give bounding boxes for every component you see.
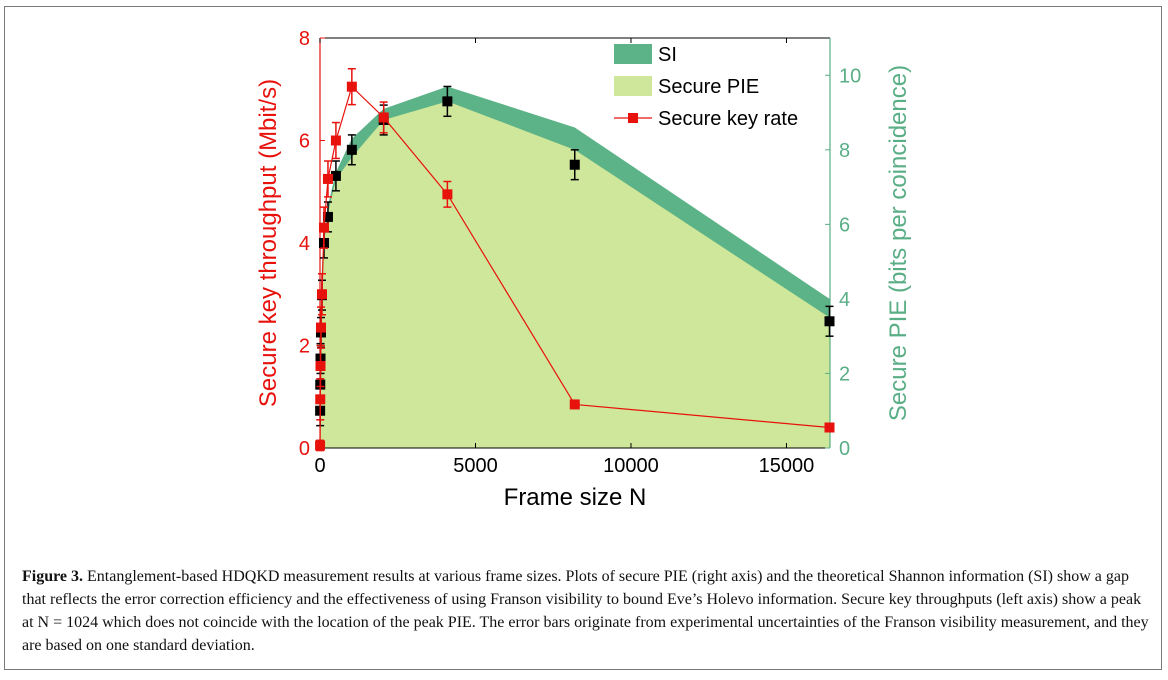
key-rate-point bbox=[346, 81, 357, 92]
key-rate-point bbox=[318, 222, 329, 233]
y-left-tick-label: 8 bbox=[299, 28, 310, 50]
key-rate-point bbox=[315, 361, 326, 371]
y-right-axis-label: Secure PIE (bits per coincidence) bbox=[885, 65, 912, 421]
axes-layer: 0 5000 10000 15000 0 2 4 6 8 0 2 4 6 8 10 Frame size N S… bbox=[255, 28, 912, 511]
key-rate-point bbox=[322, 173, 333, 184]
y-left-tick-label: 0 bbox=[299, 438, 310, 460]
x-tick-label: 0 bbox=[314, 455, 325, 477]
key-rate-point bbox=[824, 422, 835, 433]
pie-point bbox=[346, 144, 357, 155]
caption-label: Figure 3. bbox=[22, 568, 84, 585]
series-layer bbox=[315, 68, 835, 452]
y-right-tick-label: 4 bbox=[839, 289, 850, 311]
y-right-tick-label: 6 bbox=[839, 214, 850, 236]
pie-point bbox=[824, 316, 835, 327]
x-tick-label: 5000 bbox=[453, 455, 498, 477]
legend-label-key-rate: Secure key rate bbox=[658, 108, 798, 130]
pie-point bbox=[442, 96, 453, 107]
y-left-tick-label: 6 bbox=[299, 131, 310, 153]
y-right-tick-label: 8 bbox=[839, 140, 850, 162]
key-rate-point bbox=[569, 399, 580, 410]
y-right-tick-label: 2 bbox=[839, 363, 850, 385]
pie-point bbox=[330, 170, 341, 181]
chart: 0 5000 10000 15000 0 2 4 6 8 0 2 4 6 8 10 Frame size N S… bbox=[255, 28, 912, 511]
area-layer bbox=[320, 86, 830, 449]
key-rate-point bbox=[315, 394, 326, 405]
y-left-tick-label: 4 bbox=[299, 233, 310, 255]
x-axis-label: Frame size N bbox=[504, 484, 647, 511]
key-rate-point bbox=[378, 112, 389, 123]
y-right-tick-label: 0 bbox=[839, 438, 850, 460]
legend-label-si: SI bbox=[658, 44, 677, 66]
key-rate-point bbox=[315, 322, 326, 333]
key-rate-point bbox=[315, 440, 326, 451]
y-left-tick-label: 2 bbox=[299, 336, 310, 358]
legend-swatch-pie bbox=[614, 76, 652, 96]
legend-swatch-si bbox=[614, 44, 652, 64]
legend-label-pie: Secure PIE bbox=[658, 76, 759, 98]
pie-point bbox=[569, 159, 580, 170]
x-tick-label: 10000 bbox=[603, 455, 659, 477]
caption-text: Entanglement-based HDQKD measurement res… bbox=[22, 568, 1149, 654]
key-rate-point bbox=[442, 189, 453, 200]
key-rate-point bbox=[330, 135, 341, 146]
legend: SI Secure PIE Secure key rate bbox=[614, 44, 798, 130]
pie-point bbox=[322, 211, 333, 222]
x-tick-label: 15000 bbox=[759, 455, 815, 477]
y-right-tick-label: 10 bbox=[839, 65, 861, 87]
legend-marker-key-rate bbox=[628, 113, 638, 123]
figure-frame bbox=[4, 6, 1162, 670]
key-rate-point bbox=[316, 289, 327, 300]
figure-caption: Figure 3. Entanglement-based HDQKD measu… bbox=[22, 565, 1150, 657]
y-left-axis-label: Secure key throughput (Mbit/s) bbox=[255, 79, 282, 407]
